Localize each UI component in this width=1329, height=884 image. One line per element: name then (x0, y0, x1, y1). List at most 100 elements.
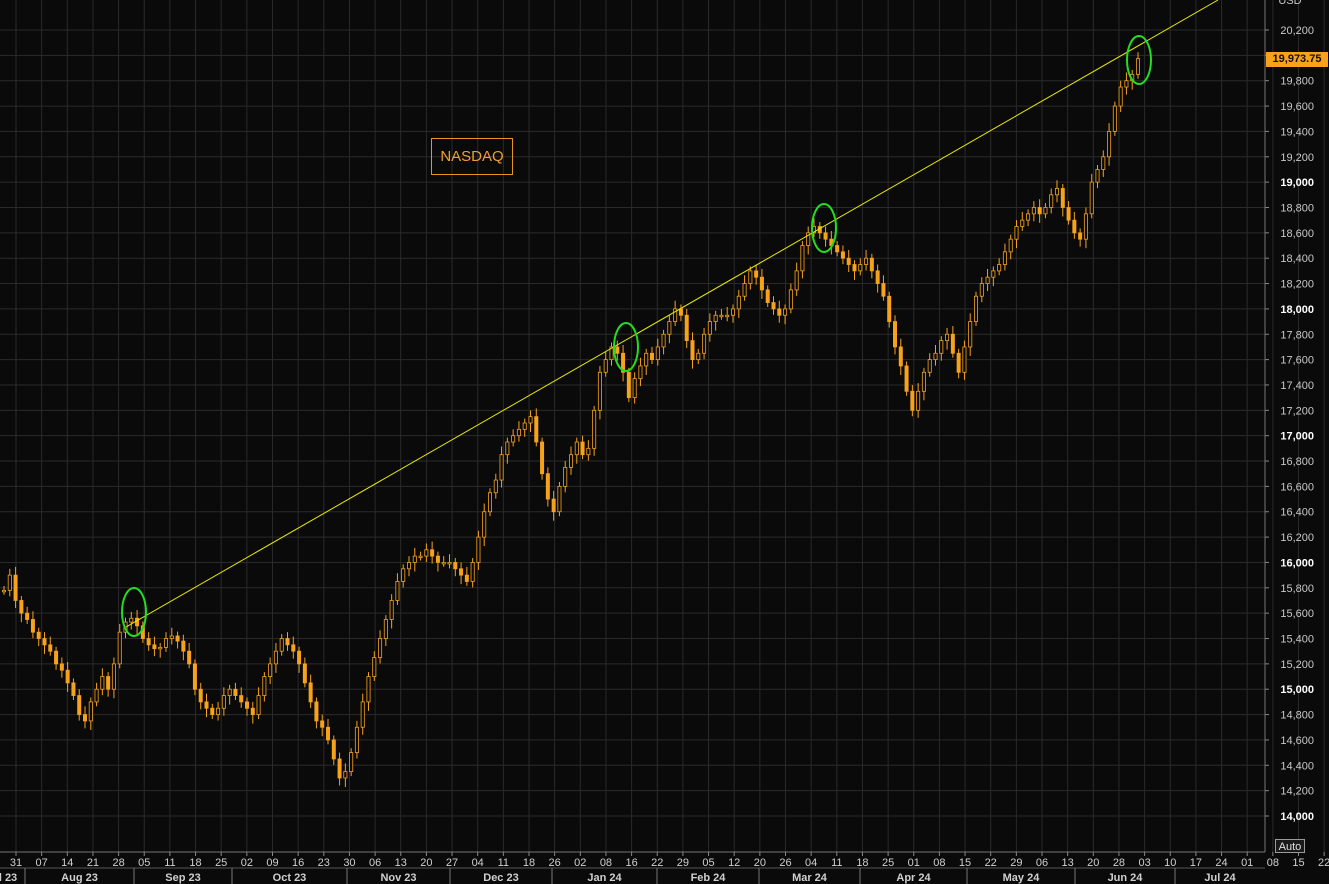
candle (239, 695, 244, 703)
candle (19, 600, 24, 614)
candle (244, 701, 249, 709)
candle (204, 701, 209, 709)
candle (1083, 213, 1088, 240)
candle (1031, 207, 1036, 215)
x-day-label: 22 (985, 857, 997, 869)
candle (250, 707, 255, 715)
candle (135, 617, 140, 627)
candle (615, 346, 620, 354)
x-day-label: 08 (933, 857, 945, 869)
candle (383, 619, 388, 639)
candle (673, 308, 678, 322)
y-tick-label: 16,800 (1280, 456, 1314, 468)
candle (748, 270, 753, 284)
candle (921, 371, 926, 392)
chart-title: NASDAQ (440, 148, 504, 165)
x-day-label: 05 (138, 857, 150, 869)
highlight-circle (811, 203, 837, 253)
x-day-label: 25 (882, 857, 894, 869)
x-day-label: 22 (651, 857, 663, 869)
x-day-label: 29 (1010, 857, 1022, 869)
candle (569, 454, 574, 468)
candle (835, 245, 840, 253)
highlight-circle (613, 322, 639, 372)
candle (511, 435, 516, 443)
candle (1118, 86, 1123, 107)
candle (163, 638, 168, 648)
candle (864, 257, 869, 265)
candle (725, 314, 730, 318)
candle (974, 295, 979, 322)
x-day-label: 11 (498, 857, 509, 869)
candle (910, 390, 915, 411)
x-day-label: 16 (625, 857, 637, 869)
x-month-label: Apr 24 (896, 872, 931, 884)
candle (441, 562, 446, 565)
x-day-label: 14 (61, 857, 73, 869)
candle (1008, 238, 1013, 253)
candle (881, 283, 886, 297)
x-month-label: Jun 24 (1108, 872, 1144, 884)
candle (401, 568, 406, 582)
candle (372, 657, 377, 677)
x-day-label: 11 (831, 857, 842, 869)
x-day-label: 20 (420, 857, 432, 869)
x-day-label: 09 (266, 857, 278, 869)
x-day-label: 23 (318, 857, 330, 869)
candle (256, 695, 261, 715)
x-month-label: Nov 23 (380, 872, 416, 884)
x-day-label: 18 (189, 857, 201, 869)
candle (65, 669, 70, 684)
candle (48, 644, 53, 652)
x-day-label: 07 (36, 857, 48, 869)
candle (765, 289, 770, 303)
candle (806, 232, 811, 246)
x-day-label: 11 (164, 857, 175, 869)
candle (360, 701, 365, 728)
candle (181, 640, 186, 652)
candle (545, 473, 550, 500)
candle (742, 283, 747, 297)
x-month-label: May 24 (1003, 872, 1041, 884)
last-price-badge: 19,973.75 (1266, 52, 1328, 67)
candle (7, 574, 12, 591)
y-tick-label: 16,200 (1280, 532, 1314, 544)
candle (59, 663, 64, 671)
x-month-label: Jul 24 (1204, 872, 1236, 884)
candle (94, 688, 99, 703)
candle (169, 635, 174, 639)
candle (1124, 80, 1129, 88)
candle (1112, 105, 1117, 132)
candle (592, 409, 597, 449)
candle (158, 646, 163, 650)
candle (713, 314, 718, 322)
candle-series (2, 52, 1141, 787)
x-month-label: Dec 23 (483, 872, 518, 884)
y-tick-label: 15,200 (1280, 659, 1314, 671)
candle (667, 321, 672, 335)
x-day-label: 16 (292, 857, 304, 869)
y-tick-label: 18,000 (1280, 304, 1314, 316)
candle (88, 701, 93, 722)
y-tick-label: 19,400 (1280, 126, 1314, 138)
candle (378, 638, 383, 658)
candle (719, 314, 724, 318)
auto-scale-button[interactable]: Auto (1275, 839, 1305, 853)
x-day-label: 12 (728, 857, 740, 869)
candle (852, 264, 857, 272)
x-day-label: 28 (1113, 857, 1125, 869)
candle (788, 289, 793, 310)
candle (308, 682, 313, 703)
candle (968, 321, 973, 348)
candle (858, 264, 863, 272)
candle (1049, 194, 1054, 208)
x-axis: 31 07 14 21 28 05 11 18 25 02 09 16 23 30 06 13 20 27 04 11… (0, 851, 1329, 884)
y-unit-label: USD (1278, 0, 1301, 7)
x-day-label: 02 (241, 857, 253, 869)
candle (221, 695, 226, 709)
candle (678, 308, 683, 316)
candle (331, 739, 336, 760)
x-month-label: l 23 (0, 872, 17, 884)
candle (1066, 207, 1071, 221)
